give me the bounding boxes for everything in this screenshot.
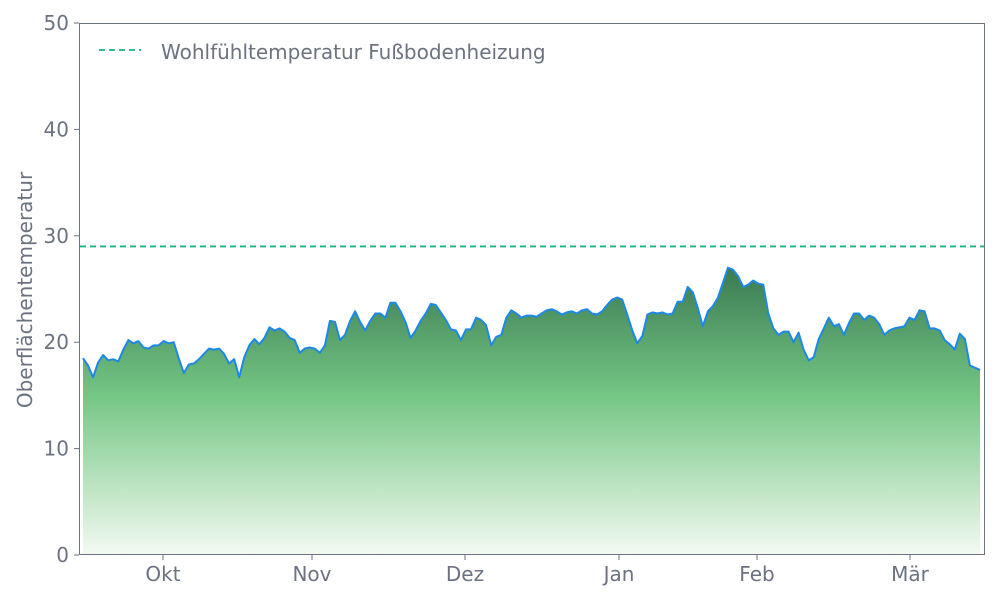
x-tick-label: Nov (292, 562, 331, 586)
y-tick-label: 0 (56, 543, 69, 567)
y-tick-label: 50 (44, 11, 69, 35)
temperature-line (82, 266, 981, 379)
y-tick-label: 10 (44, 437, 69, 461)
y-tick-label: 40 (44, 117, 69, 141)
x-tick-label: Mär (891, 562, 930, 586)
x-tick-label: Jan (602, 562, 635, 586)
x-tick-label: Okt (145, 562, 180, 586)
x-tick-label: Feb (739, 562, 774, 586)
x-tick-label: Dez (446, 562, 484, 586)
y-axis-label: Oberflächentemperatur (13, 171, 37, 408)
temperature-area (83, 267, 980, 555)
y-tick-label: 30 (44, 224, 69, 248)
legend: Wohlfühltemperatur Fußbodenheizung (99, 40, 546, 64)
y-tick-label: 20 (44, 330, 69, 354)
legend-label: Wohlfühltemperatur Fußbodenheizung (161, 40, 546, 64)
plot-frame (79, 23, 985, 555)
y-axis: 0 10 20 30 40 50 (44, 11, 79, 567)
x-axis: Okt Nov Dez Jan Feb Mär (145, 555, 930, 586)
